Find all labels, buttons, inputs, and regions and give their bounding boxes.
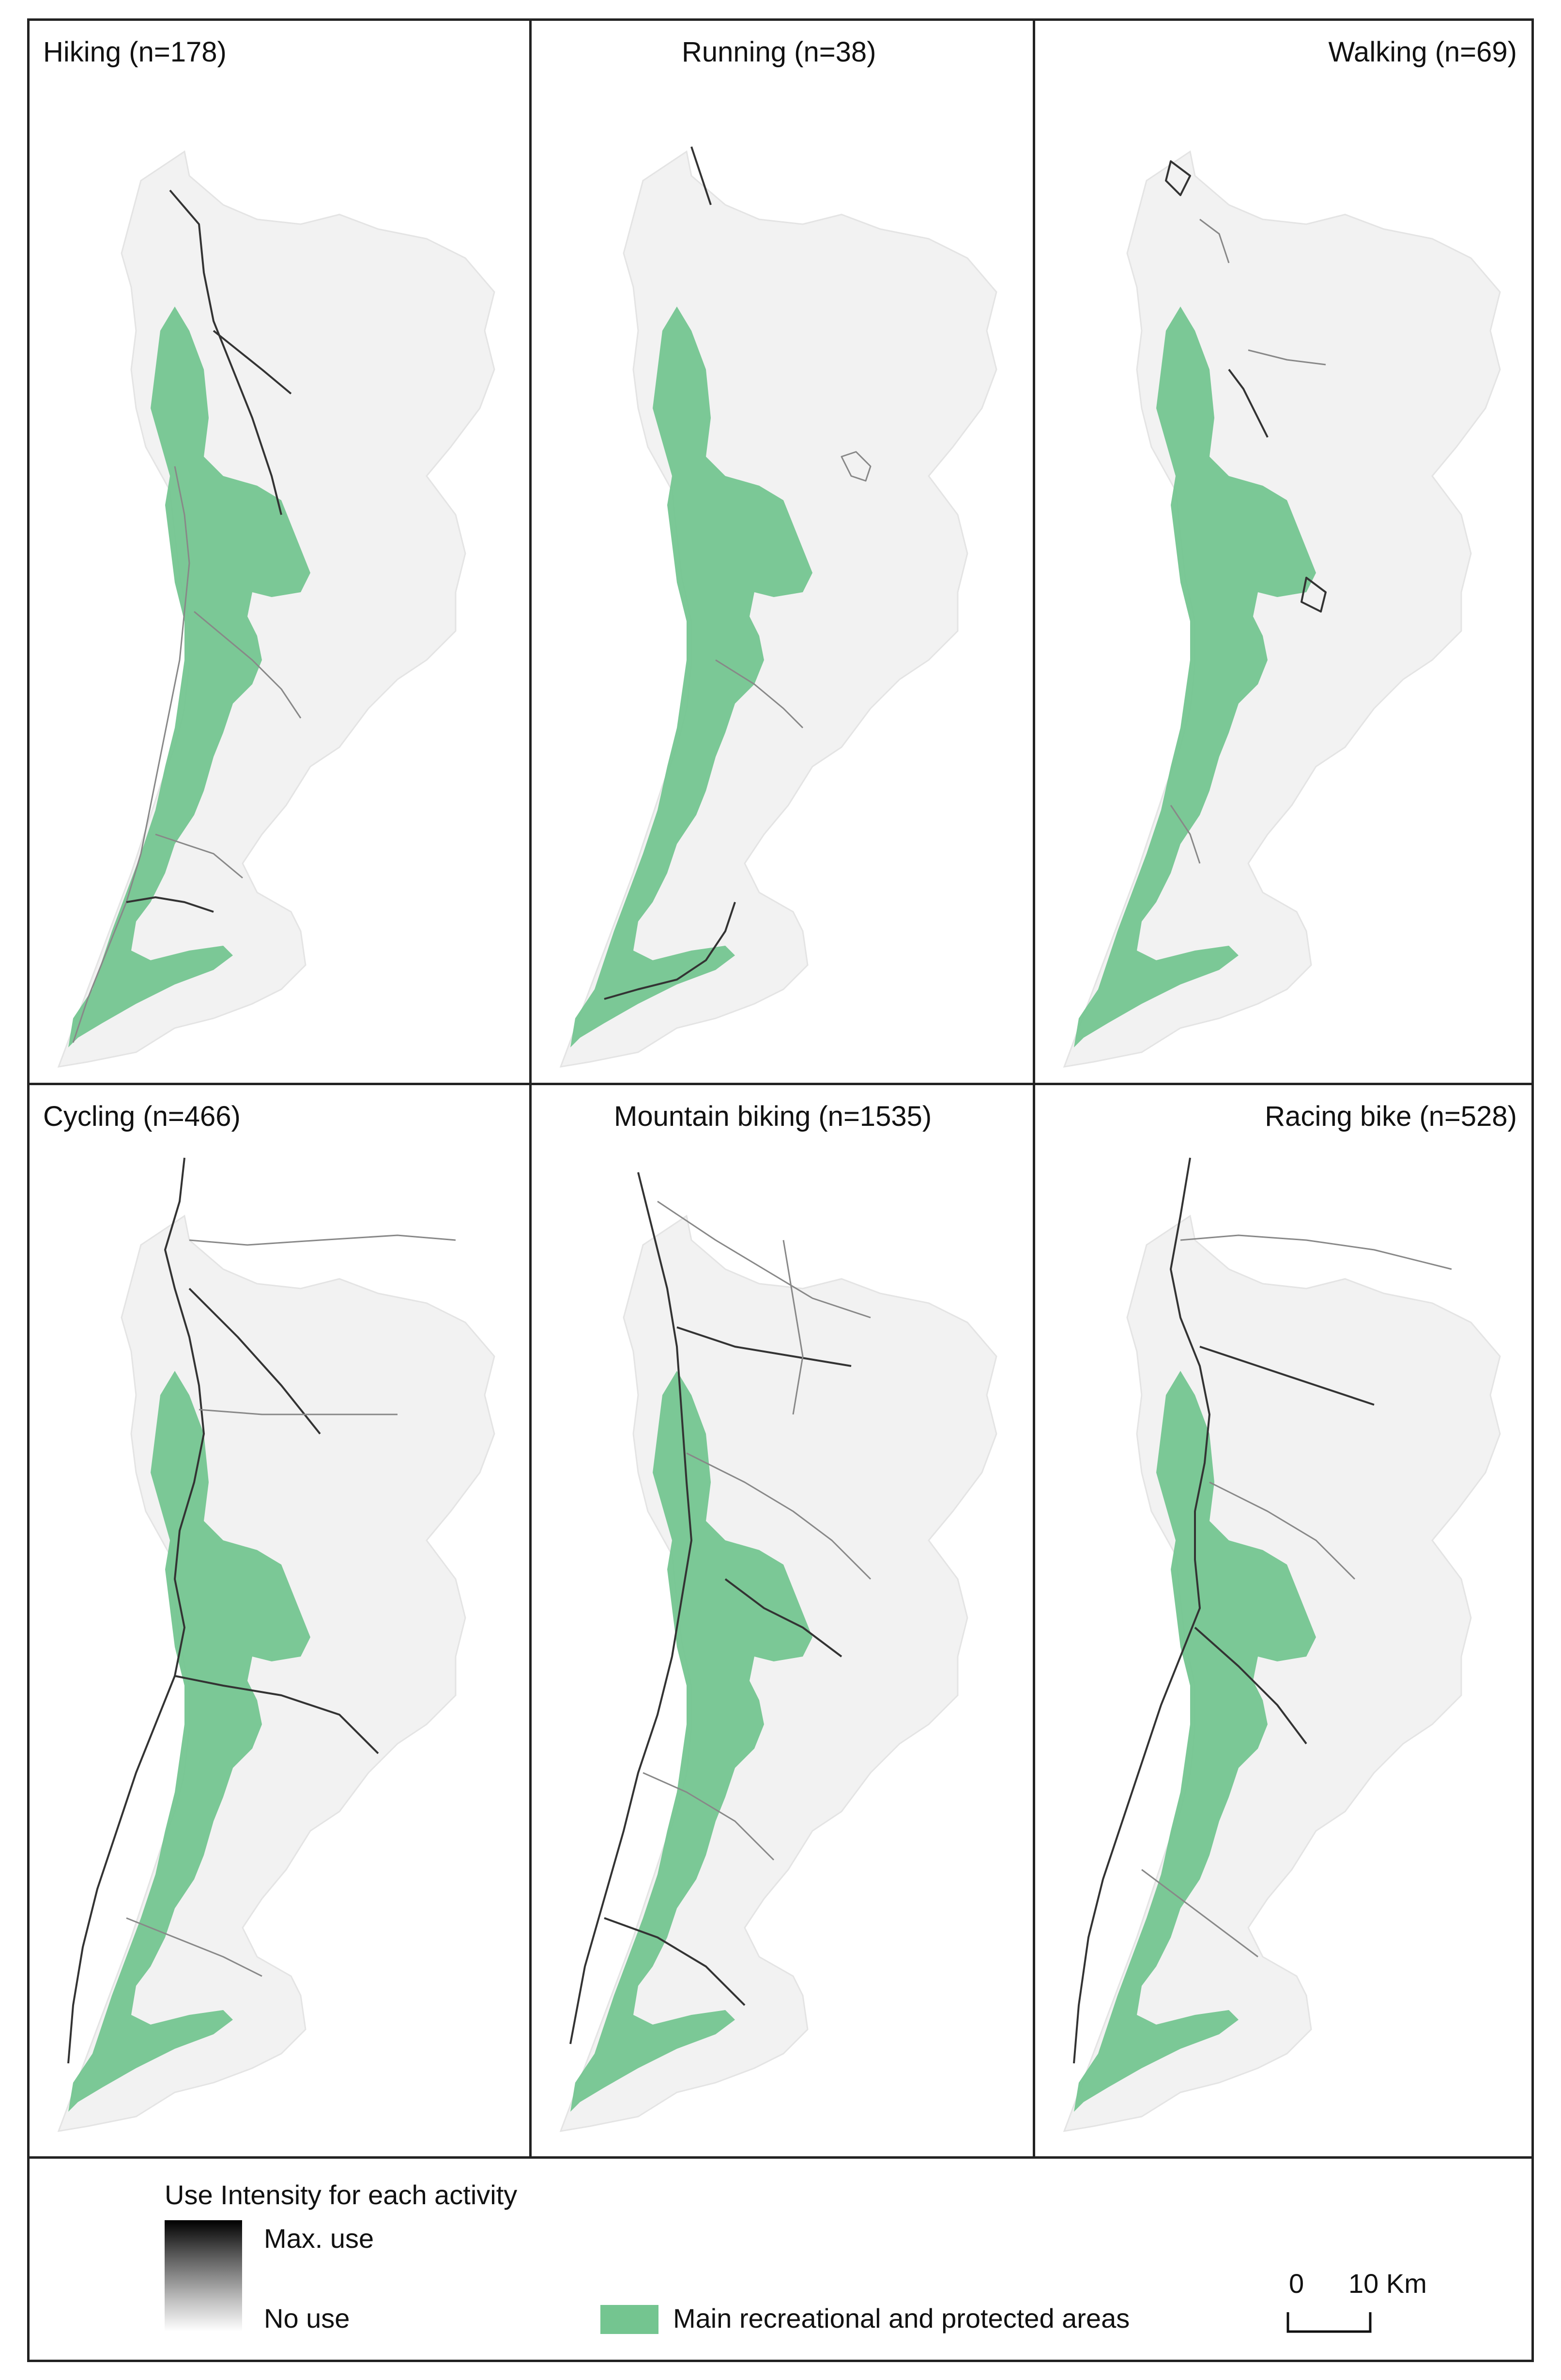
activity-track [213, 330, 292, 395]
activity-track [67, 1157, 205, 2064]
map-content [559, 1172, 997, 2132]
activity-track [1170, 805, 1201, 864]
activity-track [1199, 218, 1230, 263]
map-panel-running: Running (n=38) [532, 21, 1033, 1083]
activity-track [1165, 160, 1191, 196]
map-content [1063, 1157, 1501, 2132]
activity-track [1248, 349, 1326, 366]
activity-track [643, 1772, 775, 1861]
activity-track [1209, 1481, 1356, 1580]
activity-track [604, 1917, 746, 2006]
activity-track [155, 833, 243, 879]
activity-track [686, 1452, 872, 1580]
map-content [57, 150, 495, 1068]
figure-frame [27, 18, 1534, 2362]
activity-track [1180, 1234, 1452, 1270]
activity-track [1301, 577, 1327, 613]
activity-track [1228, 369, 1269, 438]
legend-min-label: No use [264, 2303, 350, 2334]
activity-track [126, 1917, 262, 1977]
panel-title: Racing bike (n=528) [1265, 1101, 1517, 1132]
activity-track [715, 659, 804, 729]
protected-area [570, 1371, 812, 2112]
activity-track [189, 1234, 456, 1246]
activity-track [199, 1409, 398, 1415]
area-swatch [600, 2305, 658, 2334]
map-panel-hiking: Hiking (n=178) [30, 21, 529, 1083]
activity-track [676, 1326, 852, 1367]
map-panel-walking: Walking (n=69) [1035, 21, 1531, 1083]
activity-track [657, 1200, 871, 1319]
panel-title: Walking (n=69) [1328, 36, 1517, 68]
map-cycling [57, 1157, 495, 2132]
map-panel-cycling: Cycling (n=466) [30, 1085, 529, 2156]
protected-area [68, 1371, 310, 2112]
legend-title: Use Intensity for each activity [165, 2180, 518, 2210]
activity-track [782, 1240, 804, 1415]
map-walking [1063, 150, 1501, 1068]
map-content [559, 146, 997, 1068]
activity-track [841, 451, 872, 482]
grid-divider-h2 [27, 2156, 1534, 2159]
grid-divider-v2 [1033, 18, 1035, 2159]
intensity-gradient [165, 2220, 242, 2332]
activity-track [126, 896, 214, 913]
panel-title: Mountain biking (n=1535) [614, 1101, 932, 1132]
map-running [559, 146, 997, 1068]
activity-track [690, 146, 712, 205]
activity-track [72, 466, 190, 1043]
activity-track [569, 1172, 692, 2044]
activity-track [1199, 1346, 1375, 1406]
scale-label: 10 Km [1348, 2268, 1427, 2299]
legend-area-label: Main recreational and protected areas [673, 2303, 1130, 2334]
activity-track [604, 902, 736, 1000]
activity-track [188, 1288, 321, 1435]
scale-zero: 0 [1289, 2268, 1304, 2299]
map-panel-racing-bike: Racing bike (n=528) [1035, 1085, 1531, 2156]
map-panel-mountain-biking: Mountain biking (n=1535) [532, 1085, 1033, 2156]
activity-track [174, 1675, 379, 1754]
protected-area [68, 307, 310, 1047]
activity-track [1141, 1869, 1258, 1958]
protected-area [1074, 1371, 1316, 2112]
map-mountain-biking [559, 1172, 997, 2132]
activity-track [194, 611, 302, 719]
legend-max-label: Max. use [264, 2223, 374, 2254]
panel-title: Hiking (n=178) [43, 36, 227, 68]
panel-title: Cycling (n=466) [43, 1101, 241, 1132]
map-content [1063, 150, 1501, 1068]
activity-track [169, 189, 282, 515]
map-content [57, 1157, 495, 2132]
map-hiking [57, 150, 495, 1068]
protected-area [1074, 307, 1316, 1047]
grid-divider-h1 [27, 1083, 1534, 1085]
map-racing-bike [1063, 1157, 1501, 2132]
panel-title: Running (n=38) [682, 36, 876, 68]
scale-bar: 0 10 Km [1286, 2268, 1427, 2333]
activity-track [1073, 1157, 1210, 2064]
activity-track [724, 1578, 842, 1658]
grid-divider-v1 [529, 18, 532, 2159]
protected-area [570, 307, 812, 1047]
activity-track [1194, 1627, 1307, 1745]
